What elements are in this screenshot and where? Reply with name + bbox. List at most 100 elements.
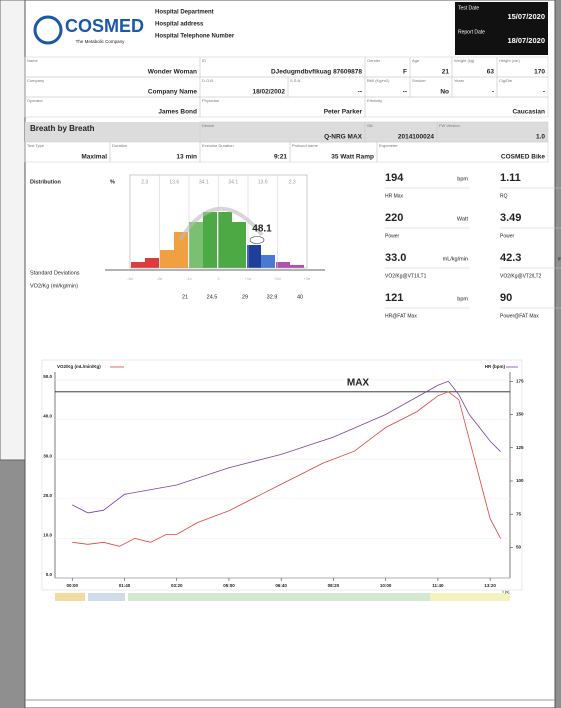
x-tick-label: 00:00 — [66, 583, 78, 588]
dist-percent: 13.6 — [169, 179, 179, 185]
stat-unit: bpm — [457, 176, 468, 182]
logo: COSMED — [65, 16, 144, 36]
dist-marker-shape — [249, 236, 265, 244]
date-value: 15/07/2020 — [507, 12, 545, 21]
stat-unit: mL/kg/min — [443, 256, 468, 262]
stat-value: 3.49 — [500, 212, 521, 224]
page — [24, 0, 556, 708]
stat-unit: mL/kg/min — [558, 256, 561, 262]
stat-value: 90 — [500, 292, 512, 304]
distribution-bars — [131, 206, 304, 268]
field-value: Maximal — [81, 154, 107, 161]
stat-unit: Watt — [457, 216, 469, 222]
field-label: Ethnicity — [367, 98, 382, 103]
field-value: 13 min — [176, 154, 197, 161]
stat-label: Power — [500, 233, 515, 239]
date-label: Report Date — [458, 29, 485, 35]
field-label: Smoker — [412, 78, 426, 83]
stat-label: VO2/Kg@VT2/LT2 — [500, 273, 542, 279]
dist-percent: 2.3 — [289, 179, 296, 185]
field-label: Age — [412, 58, 420, 63]
field-label: S.S.N. — [290, 78, 302, 83]
y-tick-label: 30.0 — [43, 453, 52, 458]
hospital-line: Hospital Department — [155, 10, 214, 16]
field-value: 21 — [442, 69, 450, 76]
field-value: Company Name — [148, 89, 198, 96]
field-cell — [376, 141, 549, 163]
phase-bar — [55, 593, 510, 601]
stat-value: 33.0 — [385, 252, 406, 264]
field-value: 170 — [534, 69, 545, 76]
stat-value: 1.11 — [500, 172, 521, 184]
max-label: MAX — [347, 377, 370, 388]
field-label: Gender — [367, 58, 381, 63]
x-tick-label: 08:20 — [328, 583, 340, 588]
tagline: The Metabolic Company — [76, 39, 126, 44]
dist-value: 21 — [182, 294, 188, 300]
field-label: Ergometer — [379, 143, 398, 148]
stat-unit: bpm — [457, 296, 468, 302]
stat-label: Power@FAT Max — [500, 313, 539, 319]
dist-std-label: Standard Deviations — [30, 270, 80, 276]
field-value: 18/02/2002 — [252, 89, 285, 96]
field-value: 9:21 — [274, 154, 287, 161]
x-tick-label: 13:20 — [484, 583, 496, 588]
plot-frame — [41, 359, 523, 591]
dist-marker: 48.1 — [252, 224, 272, 235]
field-label: D.O.B. — [202, 78, 214, 83]
x-tick-label: 01:40 — [119, 583, 131, 588]
dist-value: 32.9 — [267, 294, 278, 300]
y2-tick-label: 100 — [516, 478, 524, 483]
x-tick-label: 03:20 — [171, 583, 183, 588]
stat-label: HR@FAT Max — [385, 313, 417, 319]
dist-sigma: +3σ — [304, 277, 311, 281]
field-label: SN — [367, 123, 373, 128]
y-tick-label: 40.0 — [43, 414, 52, 419]
field-value: -- — [403, 89, 407, 96]
hospital-line: Hospital address — [155, 22, 204, 28]
field-value: 63 — [487, 69, 495, 76]
dist-value: 24.5 — [207, 294, 218, 300]
series-line — [72, 380, 501, 514]
y2-tick-label: 125 — [516, 445, 524, 450]
field-value: Wonder Woman — [148, 69, 197, 76]
stat-value: 42.3 — [500, 252, 521, 264]
date-value: 18/07/2020 — [507, 36, 545, 45]
y2-tick-label: 75 — [516, 511, 522, 516]
field-value: - — [543, 89, 545, 96]
x-axis-label: t (s) — [503, 589, 511, 594]
field-label: Years — [454, 78, 464, 83]
field-value: -- — [358, 89, 362, 96]
y-tick-label: 50.0 — [43, 374, 52, 379]
field-label: Device — [202, 123, 215, 128]
field-value: Caucasian — [512, 109, 545, 116]
y-tick-label: 20.0 — [43, 493, 52, 498]
field-value: Q-NRG MAX — [324, 134, 363, 141]
y-tick-label: 0.0 — [46, 572, 53, 577]
field-value: COSMED Bike — [501, 154, 545, 161]
dist-unit: % — [110, 179, 115, 185]
date-box — [455, 2, 548, 55]
field-value: Peter Parker — [324, 109, 363, 116]
field-label: Company — [27, 78, 44, 83]
stat-label: VO2/Kg@VT1/LT1 — [385, 273, 427, 279]
dist-percent: 13.6 — [258, 179, 268, 185]
field-label: Physician — [202, 98, 219, 103]
field-cell — [364, 96, 549, 118]
field-label: Name — [27, 58, 38, 63]
y-axis-label: VO2/Kg (mL/min/Kg) — [57, 364, 101, 369]
dist-sigma: -1σ — [186, 277, 192, 281]
y2-tick-label: 150 — [516, 412, 524, 417]
stat-value: 194 — [385, 172, 404, 184]
dist-value: 40 — [297, 294, 303, 300]
field-label: Test Type — [27, 143, 45, 148]
date-label: Test Date — [458, 5, 479, 11]
dist-sigma: +2σ — [274, 277, 281, 281]
test-title: Breath by Breath — [30, 124, 95, 133]
field-value: No — [440, 89, 449, 96]
dist-axis-label: VO2/Kg (ml/kg/min) — [30, 283, 78, 289]
field-label: FW Version — [439, 123, 460, 128]
dist-sigma: 0 — [217, 277, 219, 281]
hospital-line: Hospital Telephone Number — [155, 34, 235, 40]
